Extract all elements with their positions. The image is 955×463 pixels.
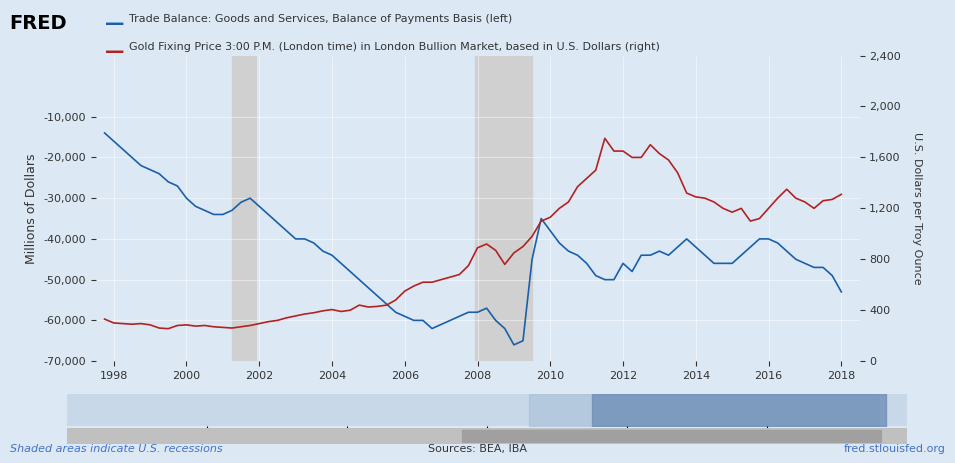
Text: —: — — [105, 14, 124, 33]
Text: Shaded areas indicate U.S. recessions: Shaded areas indicate U.S. recessions — [10, 444, 223, 454]
Text: —: — — [105, 42, 124, 61]
Bar — [475, 56, 532, 361]
Y-axis label: U.S. Dollars per Troy Ounce: U.S. Dollars per Troy Ounce — [912, 132, 922, 285]
Text: Gold Fixing Price 3:00 P.M. (London time) in London Bullion Market, based in U.S: Gold Fixing Price 3:00 P.M. (London time… — [129, 42, 660, 52]
Text: Trade Balance: Goods and Services, Balance of Payments Basis (left): Trade Balance: Goods and Services, Balan… — [129, 14, 512, 24]
Y-axis label: Millions of Dollars: Millions of Dollars — [25, 153, 37, 263]
Bar — [232, 56, 256, 361]
Text: Sources: BEA, IBA: Sources: BEA, IBA — [428, 444, 527, 454]
Text: fred.stlouisfed.org: fred.stlouisfed.org — [843, 444, 945, 454]
FancyBboxPatch shape — [462, 430, 882, 443]
Text: FRED: FRED — [10, 14, 67, 33]
